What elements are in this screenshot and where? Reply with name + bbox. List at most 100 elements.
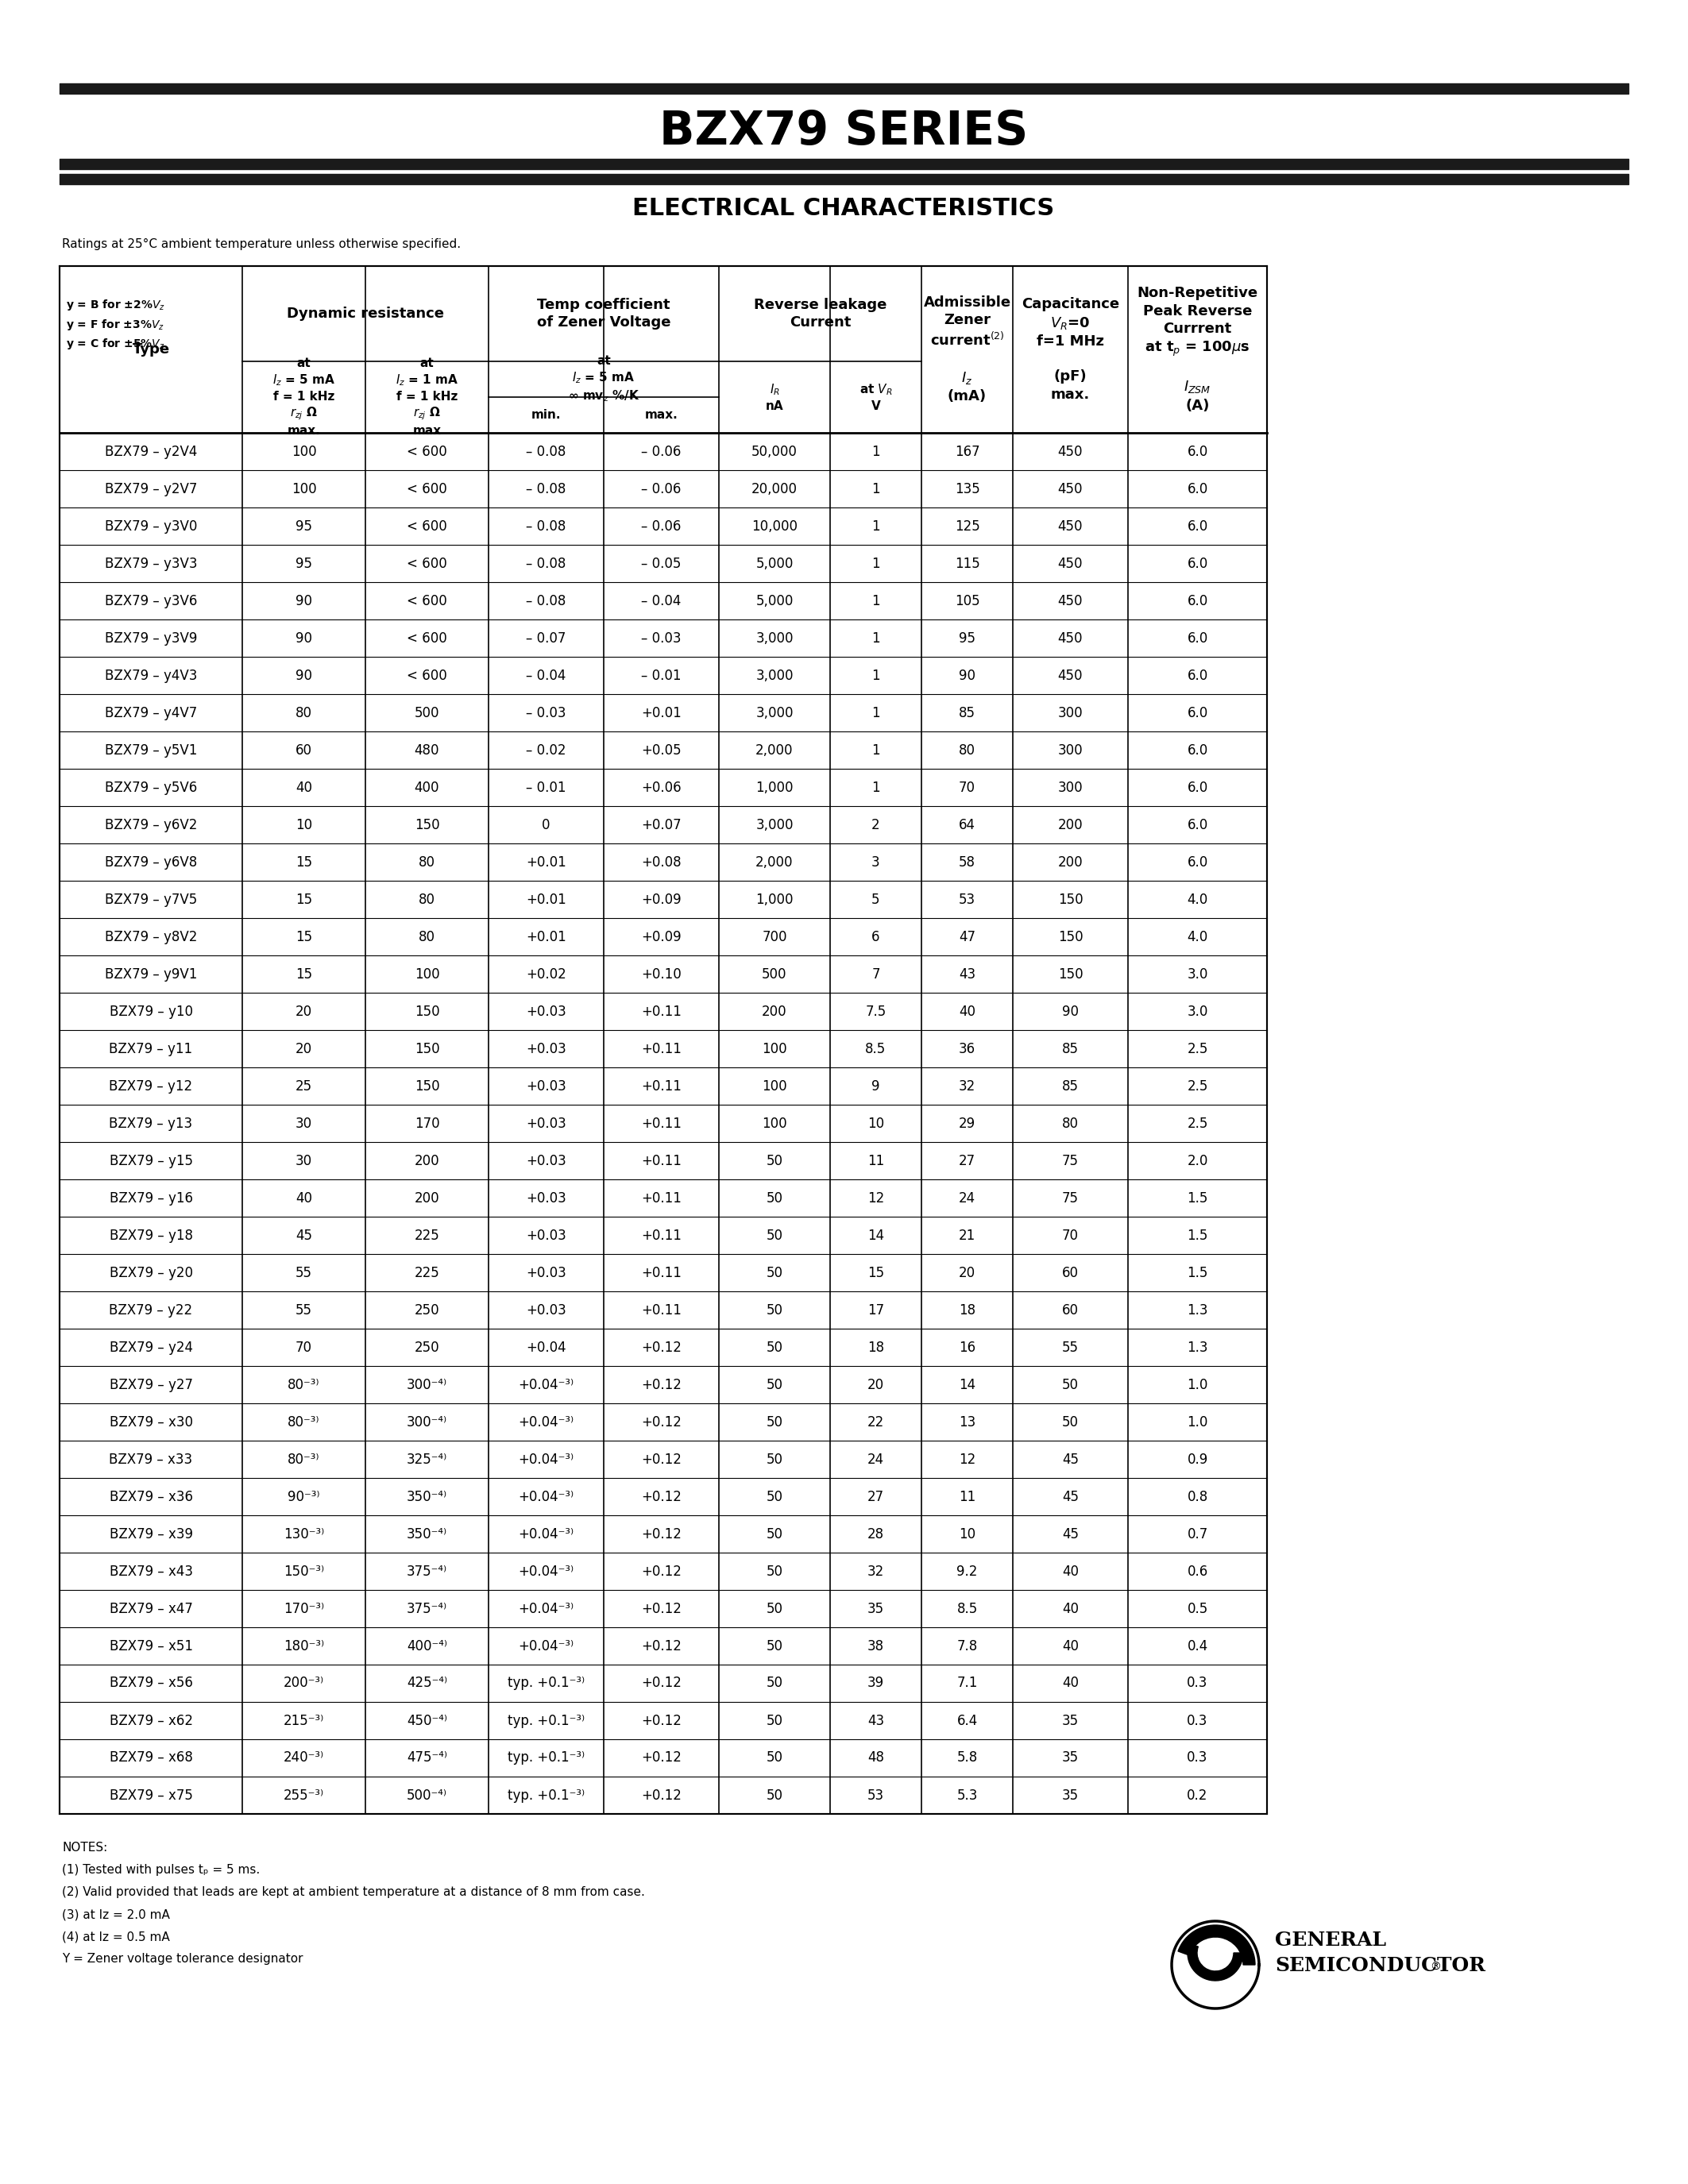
- Text: 135: 135: [954, 483, 979, 496]
- Text: 5.8: 5.8: [957, 1752, 977, 1765]
- Text: – 0.05: – 0.05: [641, 557, 682, 570]
- Text: +0.12: +0.12: [641, 1675, 682, 1690]
- Text: +0.03: +0.03: [527, 1227, 565, 1243]
- Text: +0.01: +0.01: [527, 854, 565, 869]
- Text: 50: 50: [766, 1153, 783, 1168]
- Text: +0.04⁻³⁾: +0.04⁻³⁾: [518, 1564, 574, 1579]
- Text: 80: 80: [419, 893, 436, 906]
- Text: 47: 47: [959, 930, 976, 943]
- Text: 240⁻³⁾: 240⁻³⁾: [284, 1752, 324, 1765]
- Text: 50: 50: [766, 1415, 783, 1428]
- Text: 85: 85: [1062, 1079, 1079, 1094]
- Text: BZX79 – y20: BZX79 – y20: [110, 1265, 192, 1280]
- Text: 0.3: 0.3: [1187, 1714, 1209, 1728]
- Text: (4) at Iz = 0.5 mA: (4) at Iz = 0.5 mA: [62, 1931, 170, 1942]
- Text: +0.06: +0.06: [641, 780, 682, 795]
- Text: 14: 14: [959, 1378, 976, 1391]
- Text: BZX79 – y2V4: BZX79 – y2V4: [105, 443, 197, 459]
- Text: 22: 22: [868, 1415, 885, 1428]
- Text: typ. +0.1⁻³⁾: typ. +0.1⁻³⁾: [508, 1714, 584, 1728]
- Text: +0.03: +0.03: [527, 1153, 565, 1168]
- Text: 53: 53: [868, 1789, 885, 1802]
- Text: 6.0: 6.0: [1187, 817, 1209, 832]
- Text: BZX79 – y3V6: BZX79 – y3V6: [105, 594, 197, 607]
- Text: 400: 400: [415, 780, 439, 795]
- Text: – 0.01: – 0.01: [527, 780, 565, 795]
- Text: 40: 40: [295, 1190, 312, 1206]
- Text: 700: 700: [761, 930, 787, 943]
- Text: 1.5: 1.5: [1187, 1265, 1209, 1280]
- Text: 150⁻³⁾: 150⁻³⁾: [284, 1564, 324, 1579]
- Text: +0.04⁻³⁾: +0.04⁻³⁾: [518, 1378, 574, 1391]
- Text: BZX79 – y13: BZX79 – y13: [110, 1116, 192, 1131]
- Text: – 0.07: – 0.07: [527, 631, 565, 644]
- Text: BZX79 – x39: BZX79 – x39: [110, 1527, 192, 1542]
- Text: +0.11: +0.11: [641, 1304, 682, 1317]
- Text: 450: 450: [1058, 443, 1084, 459]
- Text: 150: 150: [1058, 930, 1084, 943]
- Text: 6.0: 6.0: [1187, 780, 1209, 795]
- Text: 20: 20: [959, 1265, 976, 1280]
- Text: 50: 50: [766, 1378, 783, 1391]
- Text: 425⁻⁴⁾: 425⁻⁴⁾: [407, 1675, 447, 1690]
- Text: 13: 13: [959, 1415, 976, 1428]
- Text: +0.12: +0.12: [641, 1601, 682, 1616]
- Text: BZX79 – y3V3: BZX79 – y3V3: [105, 557, 197, 570]
- Text: +0.11: +0.11: [641, 1079, 682, 1094]
- Text: +0.12: +0.12: [641, 1789, 682, 1802]
- Text: < 600: < 600: [407, 594, 447, 607]
- Text: 80: 80: [1062, 1116, 1079, 1131]
- Text: 35: 35: [1062, 1714, 1079, 1728]
- Text: 0.5: 0.5: [1187, 1601, 1209, 1616]
- Text: – 0.06: – 0.06: [641, 443, 682, 459]
- Text: 130⁻³⁾: 130⁻³⁾: [284, 1527, 324, 1542]
- Text: 450: 450: [1058, 483, 1084, 496]
- Text: 10: 10: [868, 1116, 885, 1131]
- Text: BZX79 – x51: BZX79 – x51: [110, 1638, 192, 1653]
- Text: 6.0: 6.0: [1187, 594, 1209, 607]
- Text: BZX79 – x47: BZX79 – x47: [110, 1601, 192, 1616]
- Bar: [59, 266, 1268, 1815]
- Text: 30: 30: [295, 1153, 312, 1168]
- Text: 1,000: 1,000: [756, 780, 793, 795]
- Text: 6.0: 6.0: [1187, 854, 1209, 869]
- Text: 450: 450: [1058, 557, 1084, 570]
- Text: 48: 48: [868, 1752, 885, 1765]
- Text: 18: 18: [959, 1304, 976, 1317]
- Text: BZX79 – y3V0: BZX79 – y3V0: [105, 520, 197, 533]
- Text: +0.03: +0.03: [527, 1116, 565, 1131]
- Text: BZX79 – y8V2: BZX79 – y8V2: [105, 930, 197, 943]
- Text: 0.3: 0.3: [1187, 1752, 1209, 1765]
- Text: 5,000: 5,000: [756, 594, 793, 607]
- Text: BZX79 – x43: BZX79 – x43: [110, 1564, 192, 1579]
- Text: 29: 29: [959, 1116, 976, 1131]
- Text: 40: 40: [295, 780, 312, 795]
- Text: – 0.03: – 0.03: [527, 705, 565, 721]
- Text: 85: 85: [959, 705, 976, 721]
- Text: 0.9: 0.9: [1187, 1452, 1209, 1465]
- Text: 40: 40: [1062, 1564, 1079, 1579]
- Text: < 600: < 600: [407, 443, 447, 459]
- Text: 125: 125: [954, 520, 979, 533]
- Text: 4.0: 4.0: [1187, 930, 1209, 943]
- Text: 50: 50: [766, 1452, 783, 1465]
- Text: 150: 150: [415, 1079, 439, 1094]
- Text: +0.12: +0.12: [641, 1452, 682, 1465]
- Text: +0.12: +0.12: [641, 1527, 682, 1542]
- Text: 1: 1: [871, 743, 879, 758]
- Text: at
$I_z$ = 1 mA
f = 1 kHz
$r_{zj}$ Ω
max: at $I_z$ = 1 mA f = 1 kHz $r_{zj}$ Ω max: [395, 358, 459, 437]
- Text: 200: 200: [1058, 854, 1084, 869]
- Text: 1.3: 1.3: [1187, 1341, 1209, 1354]
- Text: 2.5: 2.5: [1187, 1042, 1209, 1055]
- Text: 12: 12: [959, 1452, 976, 1465]
- Text: 150: 150: [415, 817, 439, 832]
- Text: 6.0: 6.0: [1187, 668, 1209, 684]
- Text: 15: 15: [295, 893, 312, 906]
- Text: 55: 55: [295, 1304, 312, 1317]
- Text: 55: 55: [295, 1265, 312, 1280]
- Text: 450: 450: [1058, 520, 1084, 533]
- Text: 167: 167: [955, 443, 979, 459]
- Text: BZX79 – y11: BZX79 – y11: [110, 1042, 192, 1055]
- Text: < 600: < 600: [407, 483, 447, 496]
- Text: 53: 53: [959, 893, 976, 906]
